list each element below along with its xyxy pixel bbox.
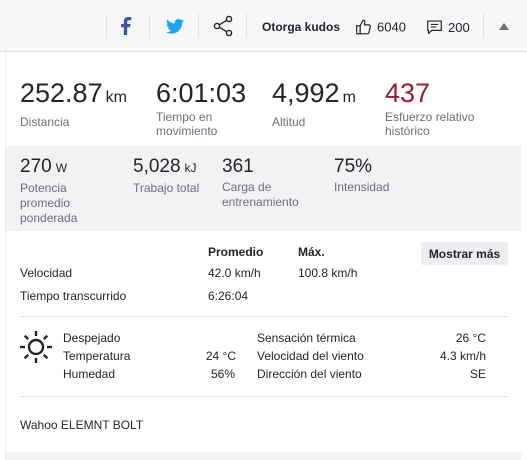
stat-label: Trabajo total bbox=[133, 181, 200, 195]
stat-value: 252.87 bbox=[20, 78, 103, 108]
temperature-value: 24 °C bbox=[205, 349, 236, 363]
comment-icon bbox=[427, 20, 442, 34]
stat-value: 5,028 bbox=[133, 156, 181, 177]
weather-condition: Despejado bbox=[63, 331, 121, 345]
elapsed-time-average: 6:26:04 bbox=[208, 289, 249, 303]
caret-up-icon bbox=[499, 22, 509, 30]
feels-like-value: 26 °C bbox=[455, 331, 486, 345]
stat-label: Carga de entrenamiento bbox=[222, 180, 299, 209]
stat-value: 437 bbox=[385, 78, 431, 108]
stat-label: Intensidad bbox=[334, 180, 390, 194]
collapse-button[interactable] bbox=[493, 14, 515, 38]
stat-training-load[interactable]: 361 Carga de entrenamiento bbox=[222, 156, 322, 210]
stat-weighted-power: 270 W Potencia promedio ponderada bbox=[20, 156, 120, 226]
facebook-share-button[interactable] bbox=[114, 14, 140, 38]
stat-value: 361 bbox=[222, 156, 254, 177]
stat-label: Altitud bbox=[272, 115, 306, 129]
stat-intensity[interactable]: 75% Intensidad bbox=[334, 156, 389, 195]
stat-total-work: 5,028 kJ Trabajo total bbox=[133, 156, 199, 196]
stat-value: 6:01:03 bbox=[156, 78, 247, 108]
speed-average: 42.0 km/h bbox=[208, 266, 261, 280]
stat-unit: kJ bbox=[184, 161, 197, 175]
stat-unit: W bbox=[55, 161, 68, 175]
toolbar-divider bbox=[246, 14, 247, 38]
column-header-average: Promedio bbox=[208, 245, 264, 259]
row-label-speed: Velocidad bbox=[20, 266, 73, 280]
activity-toolbar: Otorga kudos 6040 200 bbox=[0, 0, 527, 52]
stat-label: Distancia bbox=[20, 115, 70, 129]
wind-speed-value: 4.3 km/h bbox=[439, 349, 486, 363]
panel-footer bbox=[6, 452, 521, 460]
share-icon bbox=[213, 15, 233, 37]
show-more-button[interactable]: Mostrar más bbox=[421, 242, 508, 265]
stat-unit: km bbox=[105, 89, 127, 106]
humidity-label: Humedad bbox=[63, 367, 116, 381]
toolbar-divider bbox=[106, 14, 107, 38]
thumbs-up-icon bbox=[356, 19, 371, 35]
humidity-value: 56% bbox=[210, 367, 235, 381]
toolbar-divider bbox=[149, 14, 150, 38]
stat-elevation: 4,992 m Altitud bbox=[272, 79, 356, 129]
divider bbox=[20, 396, 508, 397]
wind-direction-value: SE bbox=[469, 367, 486, 381]
sun-icon bbox=[20, 331, 52, 363]
speed-max: 100.8 km/h bbox=[298, 266, 358, 280]
kudos-count-button[interactable]: 6040 bbox=[355, 19, 406, 36]
temperature-label: Temperatura bbox=[63, 349, 131, 363]
toolbar-divider bbox=[483, 14, 484, 38]
stat-label: Tiempo en movimiento bbox=[156, 110, 218, 138]
feels-like-label: Sensación térmica bbox=[257, 331, 356, 345]
stat-label: Potencia promedio ponderada bbox=[20, 181, 78, 225]
stat-value: 75% bbox=[334, 156, 373, 177]
stat-value: 4,992 bbox=[272, 78, 340, 108]
comment-count: 200 bbox=[448, 19, 470, 35]
share-button[interactable] bbox=[208, 14, 238, 38]
toolbar-divider bbox=[198, 14, 199, 38]
stat-unit: m bbox=[342, 89, 356, 106]
stat-moving-time: 6:01:03 Tiempo en movimiento bbox=[156, 79, 261, 138]
row-label-elapsed-time: Tiempo transcurrido bbox=[20, 289, 127, 303]
device-name: Wahoo ELEMNT BOLT bbox=[20, 418, 144, 432]
facebook-icon bbox=[121, 17, 132, 35]
column-header-max: Máx. bbox=[298, 245, 325, 259]
comments-count-button[interactable]: 200 bbox=[426, 19, 470, 35]
kudos-count: 6040 bbox=[377, 19, 406, 35]
give-kudos-label[interactable]: Otorga kudos bbox=[262, 20, 341, 34]
secondary-stats: 270 W Potencia promedio ponderada 5,028 kJ… bbox=[6, 146, 521, 231]
stat-value: 270 bbox=[20, 156, 52, 177]
wind-direction-label: Dirección del viento bbox=[257, 367, 362, 381]
twitter-icon bbox=[166, 18, 184, 34]
primary-stats: 252.87 km Distancia 6:01:03 Tiempo en mov… bbox=[6, 53, 521, 146]
divider bbox=[20, 316, 508, 317]
twitter-share-button[interactable] bbox=[160, 14, 190, 38]
stat-relative-effort[interactable]: 437 Esfuerzo relativo histórico bbox=[385, 79, 505, 138]
panel-edge bbox=[0, 52, 6, 460]
wind-speed-label: Velocidad del viento bbox=[257, 349, 364, 363]
stat-distance: 252.87 km Distancia bbox=[20, 79, 127, 129]
stat-label: Esfuerzo relativo histórico bbox=[385, 110, 475, 138]
